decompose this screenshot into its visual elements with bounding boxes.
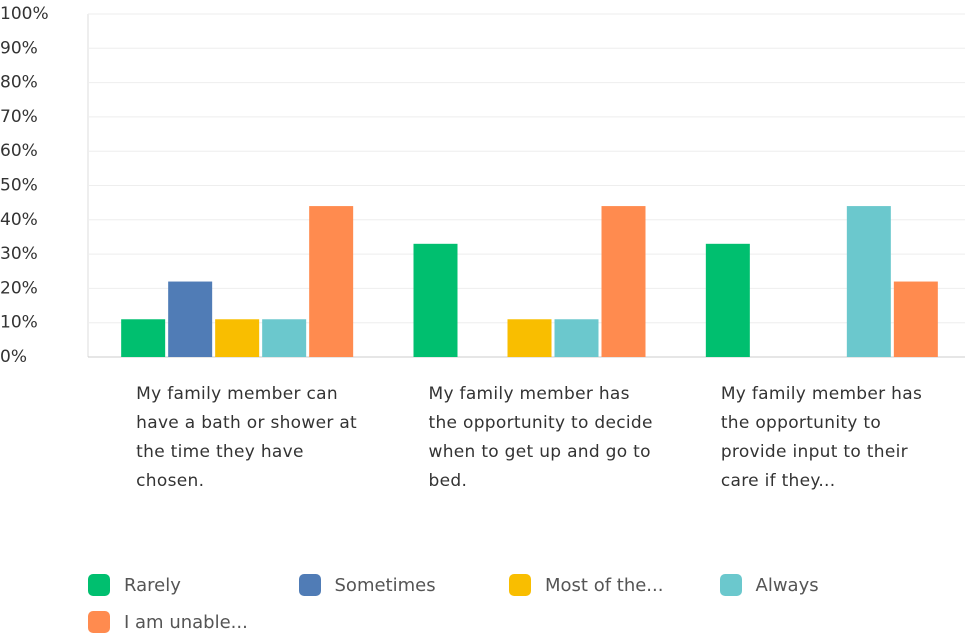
- y-tick-label: 90%: [0, 38, 38, 58]
- y-tick-label: 0%: [0, 347, 27, 367]
- bar: [846, 206, 891, 357]
- legend-label: Always: [755, 574, 819, 596]
- bar: [121, 319, 166, 357]
- bar: [215, 319, 260, 357]
- bar: [893, 281, 938, 357]
- chart: 0% 10% 20% 30% 40% 50% 60% 70% 80% 90% 100%: [0, 4, 965, 367]
- y-tick-label: 10%: [0, 313, 38, 333]
- y-tick-label: 80%: [0, 73, 38, 93]
- bar: [413, 243, 458, 357]
- legend-label: I am unable...: [124, 611, 248, 633]
- legend-item: Rarely: [88, 574, 181, 596]
- legend-label: Rarely: [124, 574, 181, 596]
- legend-item: Most of the...: [509, 574, 663, 596]
- legend-label: Sometimes: [334, 574, 436, 596]
- bar: [705, 243, 750, 357]
- legend-swatch: [88, 611, 110, 633]
- legend-item: Sometimes: [298, 574, 436, 596]
- x-tick-label: My family member has the opportunity to …: [428, 384, 653, 491]
- y-tick-label: 70%: [0, 107, 38, 127]
- y-tick-label: 50%: [0, 176, 38, 196]
- bar: [601, 206, 646, 357]
- y-tick-label: 60%: [0, 141, 38, 161]
- legend-swatch: [509, 574, 531, 596]
- legend-item: I am unable...: [88, 611, 248, 633]
- x-tick-label: My family member can have a bath or show…: [136, 384, 358, 491]
- legend-label: Most of the...: [545, 574, 664, 596]
- y-tick-label: 20%: [0, 278, 38, 298]
- x-tick-label: My family member has the opportunity to …: [720, 384, 923, 491]
- legend-swatch: [719, 574, 742, 596]
- legend-item: Always: [719, 574, 819, 596]
- bar: [554, 319, 599, 357]
- legend-swatch: [88, 574, 110, 596]
- bar: [309, 206, 354, 357]
- legend-swatch: [298, 574, 321, 596]
- y-tick-label: 30%: [0, 244, 38, 264]
- bar: [262, 319, 307, 357]
- y-tick-label: 40%: [0, 210, 38, 230]
- bar: [168, 281, 213, 357]
- bar: [507, 319, 552, 357]
- y-tick-label: 100%: [0, 4, 49, 24]
